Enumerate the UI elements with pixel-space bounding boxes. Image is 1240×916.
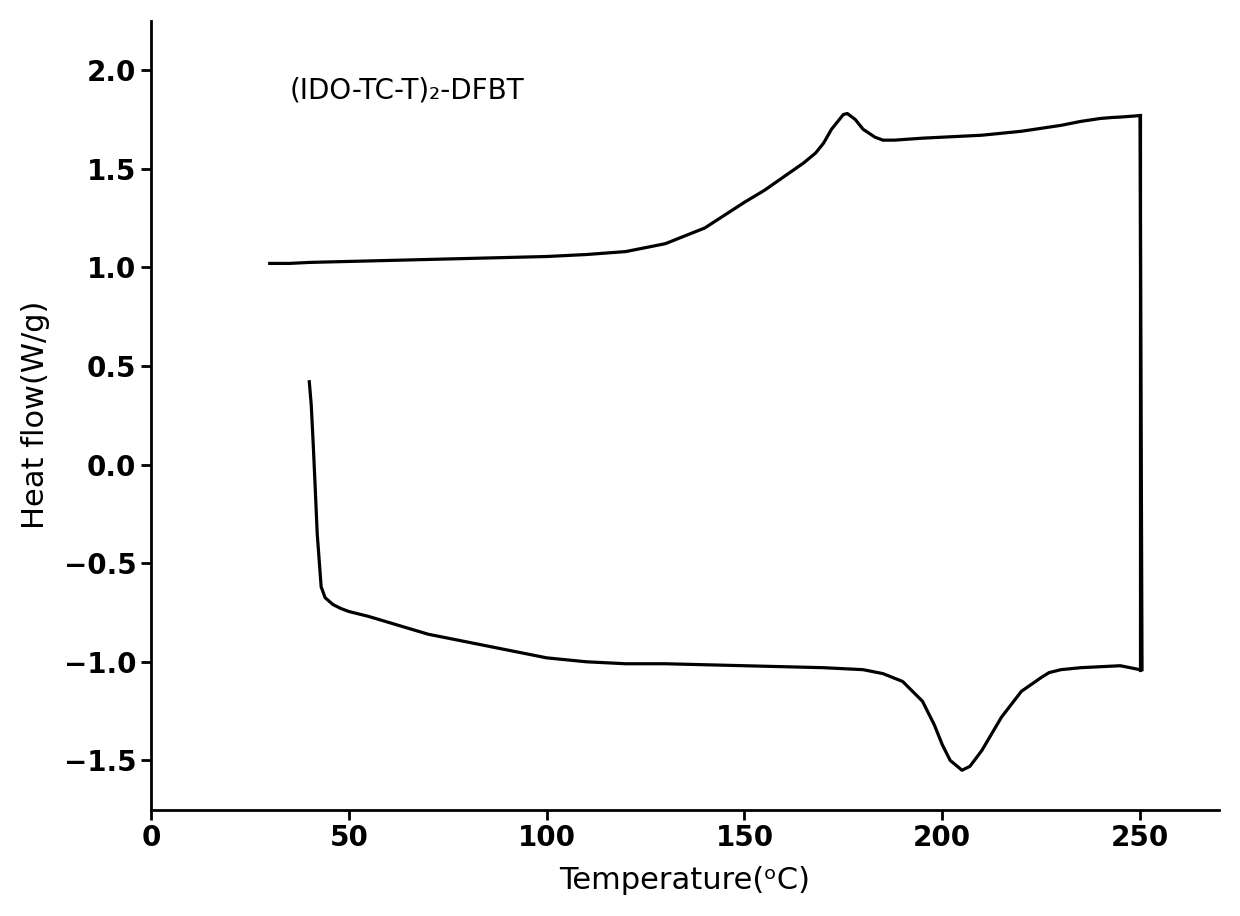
Text: (IDO-TC-T)₂-DFBT: (IDO-TC-T)₂-DFBT — [290, 76, 525, 104]
X-axis label: Temperature(ᵒC): Temperature(ᵒC) — [559, 867, 811, 895]
Y-axis label: Heat flow(W/g): Heat flow(W/g) — [21, 301, 50, 529]
